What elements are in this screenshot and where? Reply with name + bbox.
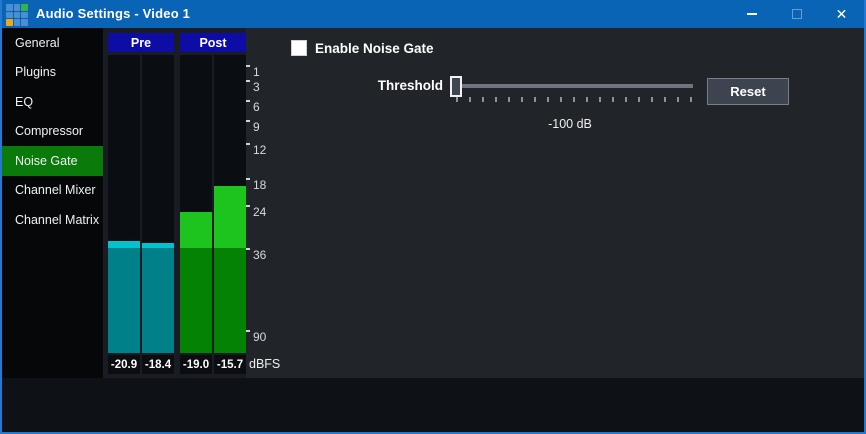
scale-tick [246,178,250,180]
slider-tick [664,97,666,102]
slider-tick [521,97,523,102]
meter-fill-body [180,248,212,353]
sidebar-item-eq[interactable]: EQ [15,94,34,109]
window-title: Audio Settings - Video 1 [36,6,191,21]
scale-tick [246,248,250,250]
meter-value: -19.0 [180,355,212,374]
scale-tick [246,80,250,82]
slider-tick [677,97,679,102]
scale-label: 36 [253,248,267,262]
slider-tick [638,97,640,102]
titlebar[interactable]: Audio Settings - Video 1 ✕ [2,0,864,28]
scale-label: 12 [253,143,267,157]
minimize-button[interactable] [729,0,774,28]
scale-tick [246,143,250,145]
dbfs-unit-label: dBFS [249,357,281,371]
slider-tick [573,97,575,102]
meter-value: -18.4 [142,355,174,374]
scale-label: 90 [253,330,267,344]
threshold-label: Threshold [377,78,443,93]
threshold-slider-ticks [450,97,700,103]
threshold-slider-track[interactable] [451,84,693,88]
maximize-icon [791,9,802,19]
sidebar-item-channel-mixer[interactable]: Channel Mixer [15,183,96,198]
slider-tick [469,97,471,102]
meter-bar [108,55,140,353]
enable-noise-gate-checkbox[interactable] [291,40,307,56]
slider-tick [560,97,562,102]
meter-bar [180,55,212,353]
slider-tick [508,97,510,102]
footer-bar: Close [2,378,864,432]
slider-tick [651,97,653,102]
meter-fill-bright [142,243,174,248]
meter-bar [142,55,174,353]
meter-fill-bright [108,241,140,248]
scale-label: 24 [253,205,267,219]
meter-fill-body [214,248,246,353]
audio-meter-panel: Pre -20.9 -18.4 Post -19.0 -15.7 [103,28,246,378]
meter-db-scale: 1 3 6 9 12 18 24 36 90 [246,28,282,378]
maximize-button [774,0,819,28]
meter-bar [214,55,246,353]
meter-fill-body [108,248,140,353]
meter-header-post: Post [180,33,246,52]
sidebar-item-noise-gate[interactable]: Noise Gate [2,146,103,176]
slider-tick [599,97,601,102]
close-window-button[interactable]: ✕ [835,6,848,22]
slider-tick [456,97,458,102]
app-logo-icon [6,4,28,26]
enable-noise-gate-label: Enable Noise Gate [315,41,434,56]
scale-label: 6 [253,100,260,114]
threshold-value-label: -100 dB [548,117,592,131]
scale-tick [246,330,250,332]
threshold-slider-thumb[interactable] [450,76,462,97]
settings-sidebar: General Plugins EQ Compressor Noise Gate Chan… [2,28,103,378]
meter-fill-body [142,248,174,353]
scale-label: 18 [253,178,267,192]
meter-value: -15.7 [214,355,246,374]
scale-tick [246,205,250,207]
slider-tick [482,97,484,102]
scale-tick [246,65,250,67]
slider-tick [625,97,627,102]
meter-fill-bright [180,212,212,248]
scale-label: 1 [253,65,260,79]
sidebar-item-plugins[interactable]: Plugins [15,65,56,80]
scale-label: 9 [253,120,260,134]
minimize-icon [746,13,757,15]
meter-value: -20.9 [108,355,140,374]
slider-tick [547,97,549,102]
scale-tick [246,120,250,122]
reset-button[interactable]: Reset [707,78,789,105]
meter-fill-bright [214,186,246,248]
scale-label: 3 [253,80,260,94]
slider-tick [586,97,588,102]
meter-header-pre: Pre [108,33,174,52]
slider-tick [690,97,692,102]
sidebar-item-channel-matrix[interactable]: Channel Matrix [15,212,100,227]
sidebar-item-general[interactable]: General [15,35,60,50]
slider-tick [495,97,497,102]
sidebar-item-compressor[interactable]: Compressor [15,124,84,139]
scale-tick [246,100,250,102]
slider-tick [534,97,536,102]
slider-tick [612,97,614,102]
